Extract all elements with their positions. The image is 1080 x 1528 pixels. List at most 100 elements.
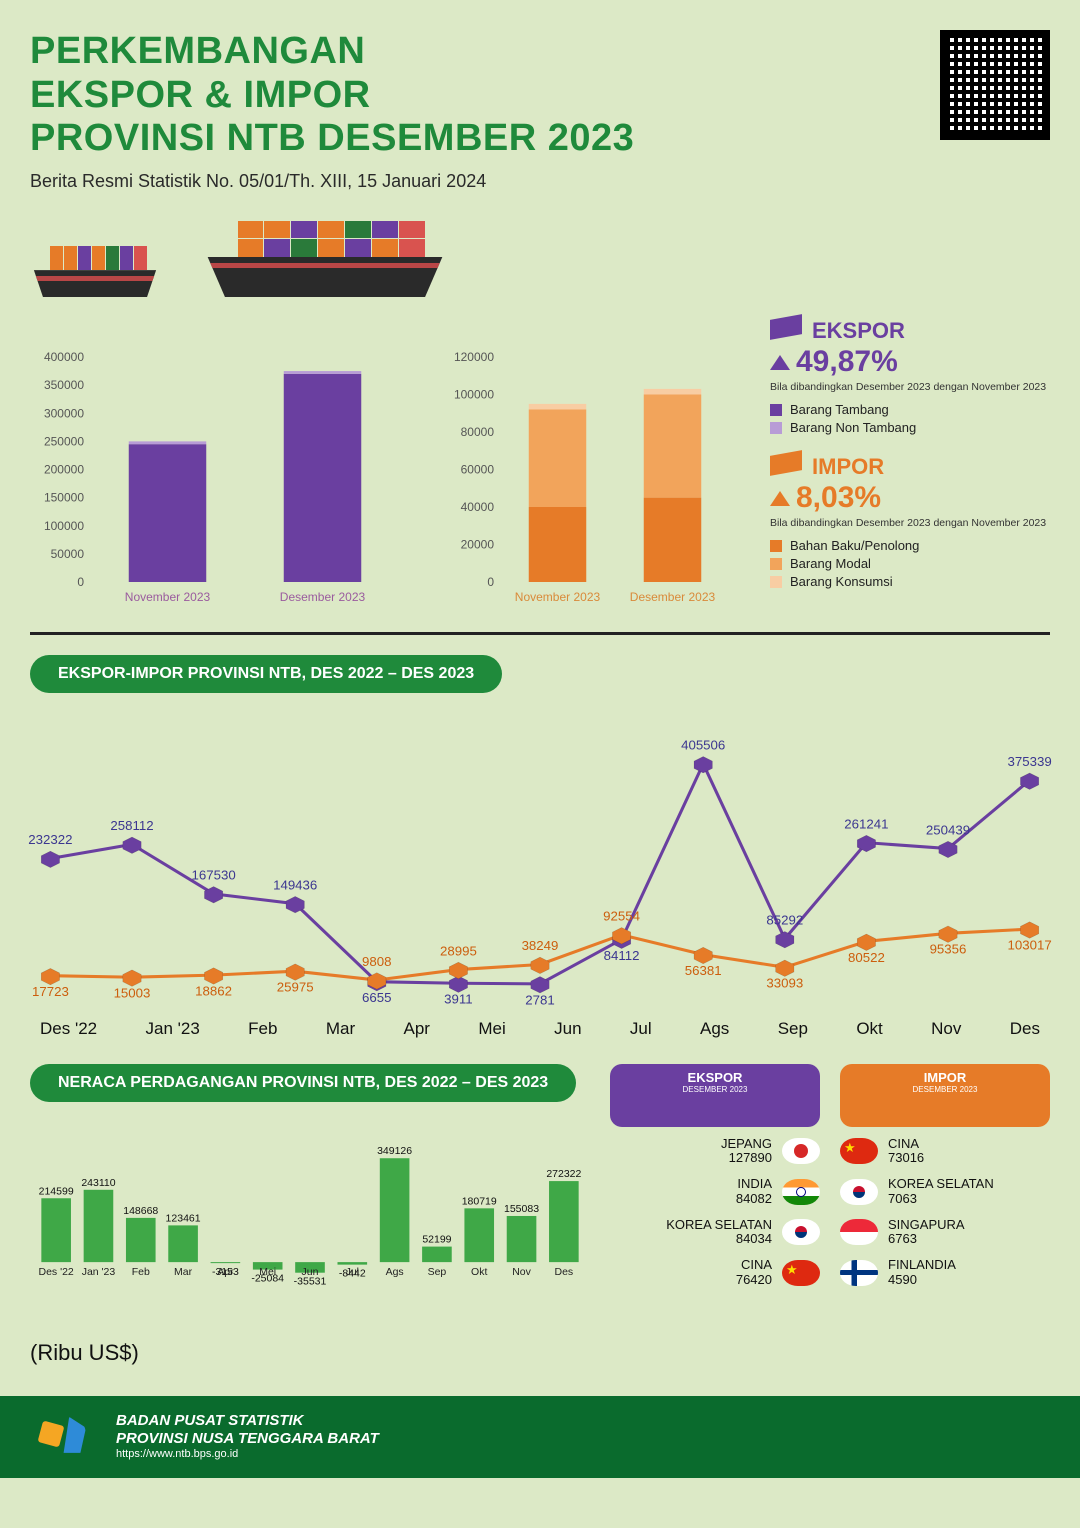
- svg-text:150000: 150000: [44, 491, 84, 505]
- svg-text:Des '22: Des '22: [39, 1266, 74, 1278]
- svg-text:November 2023: November 2023: [515, 590, 601, 604]
- section-divider: [30, 632, 1050, 635]
- svg-text:Apr: Apr: [217, 1266, 234, 1278]
- svg-text:400000: 400000: [44, 350, 84, 364]
- svg-text:Jul: Jul: [346, 1266, 359, 1278]
- svg-text:6655: 6655: [362, 990, 391, 1005]
- partner-row: KOREA SELATAN84034: [610, 1212, 820, 1253]
- svg-text:Mar: Mar: [174, 1266, 193, 1278]
- svg-text:103017: 103017: [1007, 938, 1051, 953]
- svg-text:17723: 17723: [32, 984, 69, 999]
- svg-text:25975: 25975: [277, 980, 314, 995]
- impor-pct: 8,03%: [770, 481, 1050, 515]
- partners-ekspor-head: EKSPOR DESEMBER 2023: [610, 1064, 820, 1126]
- svg-text:349126: 349126: [377, 1146, 412, 1158]
- svg-text:0: 0: [77, 575, 84, 589]
- flag-icon: [782, 1219, 820, 1245]
- svg-text:Jan '23: Jan '23: [82, 1266, 116, 1278]
- svg-text:50000: 50000: [51, 547, 85, 561]
- svg-text:155083: 155083: [504, 1203, 539, 1215]
- svg-text:40000: 40000: [461, 500, 495, 514]
- svg-text:92554: 92554: [603, 909, 640, 924]
- partner-row: CINA76420: [610, 1252, 820, 1293]
- svg-text:60000: 60000: [461, 463, 495, 477]
- svg-text:167530: 167530: [191, 868, 235, 883]
- svg-text:52199: 52199: [422, 1234, 451, 1246]
- neraca-bar-chart: 214599Des '22243110Jan '23148668Feb12346…: [30, 1122, 590, 1322]
- page-subtitle: Berita Resmi Statistik No. 05/01/Th. XII…: [30, 171, 634, 192]
- partners-panel: EKSPOR DESEMBER 2023 IMPOR DESEMBER 2023…: [610, 1064, 1050, 1322]
- svg-text:15003: 15003: [114, 986, 151, 1001]
- flag-icon: [840, 1219, 878, 1245]
- svg-text:80522: 80522: [848, 950, 885, 965]
- flag-icon: [782, 1179, 820, 1205]
- ekspor-impor-line-chart: 2323222581121675301494366655391127818411…: [30, 713, 1050, 1013]
- flag-icon: [782, 1260, 820, 1286]
- impor-bar-chart: 020000400006000080000100000120000Novembe…: [440, 347, 740, 607]
- svg-text:3911: 3911: [444, 992, 473, 1007]
- svg-text:200000: 200000: [44, 463, 84, 477]
- svg-text:250439: 250439: [926, 823, 970, 838]
- partner-row: KOREA SELATAN7063: [840, 1171, 1050, 1212]
- ships-illustration: [30, 207, 1050, 297]
- svg-text:405506: 405506: [681, 738, 725, 753]
- unit-note: (Ribu US$): [30, 1340, 1050, 1366]
- svg-text:120000: 120000: [454, 350, 494, 364]
- svg-text:Desember 2023: Desember 2023: [630, 590, 716, 604]
- svg-text:2781: 2781: [525, 993, 554, 1008]
- partner-row: FINLANDIA4590: [840, 1252, 1050, 1293]
- svg-text:375339: 375339: [1007, 754, 1051, 769]
- partner-row: CINA73016: [840, 1131, 1050, 1172]
- ekspor-label: EKSPOR: [812, 318, 905, 344]
- svg-text:38249: 38249: [522, 939, 559, 954]
- ekspor-note: Bila dibandingkan Desember 2023 dengan N…: [770, 381, 1050, 394]
- svg-text:56381: 56381: [685, 963, 722, 978]
- svg-text:Nov: Nov: [512, 1266, 531, 1278]
- line-chart-xlabels: Des '22Jan '23FebMarAprMeiJunJulAgsSepOk…: [30, 1019, 1050, 1039]
- up-triangle-icon: [770, 355, 790, 370]
- svg-text:84112: 84112: [604, 948, 640, 963]
- svg-text:272322: 272322: [546, 1168, 581, 1180]
- up-triangle-icon: [770, 491, 790, 506]
- svg-text:Des: Des: [555, 1266, 574, 1278]
- flag-icon: [782, 1138, 820, 1164]
- svg-text:180719: 180719: [462, 1196, 497, 1208]
- flag-icon: [840, 1260, 878, 1286]
- svg-text:Mei: Mei: [259, 1266, 276, 1278]
- legend-item: Barang Non Tambang: [770, 420, 1050, 435]
- svg-text:18862: 18862: [195, 984, 232, 999]
- flag-icon: [840, 1138, 878, 1164]
- ekspor-pct: 49,87%: [770, 345, 1050, 379]
- flag-icon: [840, 1179, 878, 1205]
- svg-text:Jun: Jun: [302, 1266, 319, 1278]
- page-title: PERKEMBANGAN EKSPOR & IMPOR PROVINSI NTB…: [30, 30, 634, 161]
- partner-row: JEPANG127890: [610, 1131, 820, 1172]
- svg-text:November 2023: November 2023: [125, 590, 211, 604]
- svg-text:149436: 149436: [273, 878, 317, 893]
- legend-item: Barang Tambang: [770, 402, 1050, 417]
- svg-text:95356: 95356: [930, 942, 967, 957]
- svg-text:232322: 232322: [28, 832, 72, 847]
- partner-row: INDIA84082: [610, 1171, 820, 1212]
- svg-text:28995: 28995: [440, 944, 477, 959]
- svg-text:Sep: Sep: [428, 1266, 447, 1278]
- ekspor-bar-chart: 0500001000001500002000002500003000003500…: [30, 347, 410, 607]
- impor-cube-icon: [770, 453, 802, 481]
- svg-text:Desember 2023: Desember 2023: [280, 590, 366, 604]
- svg-text:Okt: Okt: [471, 1266, 487, 1278]
- svg-text:20000: 20000: [461, 538, 495, 552]
- partner-row: SINGAPURA6763: [840, 1212, 1050, 1253]
- svg-text:243110: 243110: [81, 1177, 115, 1189]
- svg-text:250000: 250000: [44, 435, 84, 449]
- svg-text:Ags: Ags: [386, 1266, 404, 1278]
- svg-text:9808: 9808: [362, 954, 391, 969]
- impor-label: IMPOR: [812, 454, 884, 480]
- svg-text:300000: 300000: [44, 407, 84, 421]
- svg-text:Feb: Feb: [132, 1266, 150, 1278]
- svg-text:0: 0: [487, 575, 494, 589]
- neraca-section-title: NERACA PERDAGANGAN PROVINSI NTB, DES 202…: [30, 1064, 576, 1102]
- svg-text:261241: 261241: [844, 817, 888, 832]
- stats-sidebar: EKSPOR 49,87% Bila dibandingkan Desember…: [770, 317, 1050, 607]
- svg-text:214599: 214599: [39, 1186, 74, 1198]
- svg-text:85292: 85292: [766, 913, 803, 928]
